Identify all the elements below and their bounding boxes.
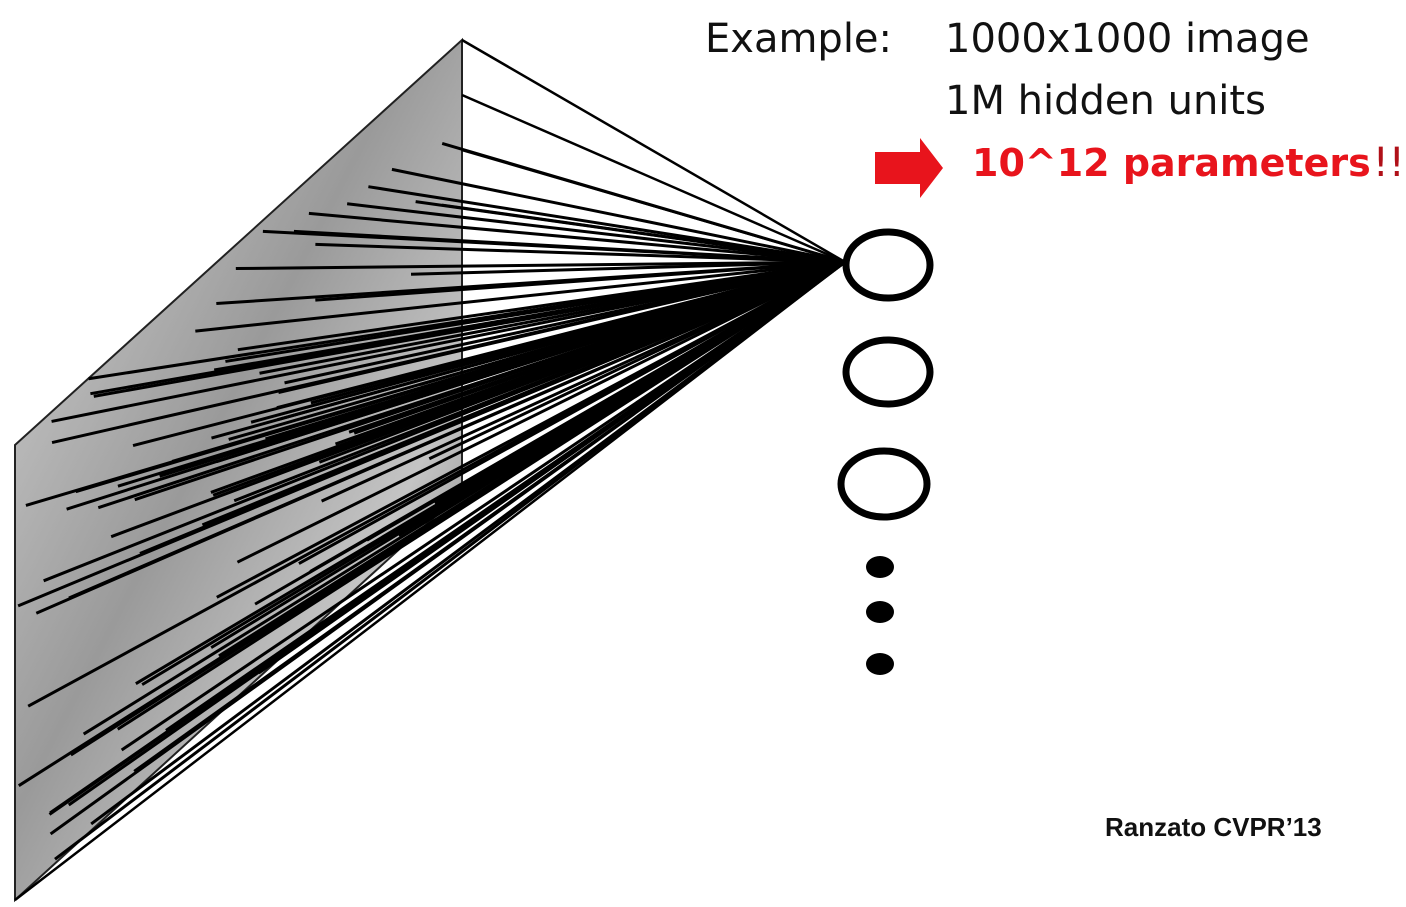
arrow	[875, 138, 943, 198]
result-suffix: !!!	[1373, 140, 1406, 186]
ellipsis-dot	[866, 653, 894, 675]
page: Example: 1000x1000 image 1M hidden units…	[0, 0, 1406, 907]
credit: Ranzato CVPR’13	[1105, 812, 1322, 842]
ellipsis-dot	[866, 601, 894, 623]
hidden-unit	[841, 451, 927, 517]
ellipsis-dot	[866, 556, 894, 578]
diagram: Example: 1000x1000 image 1M hidden units…	[0, 0, 1406, 907]
result: 10^12 parameters	[972, 141, 1371, 185]
example-line: 1000x1000 image	[945, 16, 1310, 62]
hidden-unit	[846, 232, 930, 298]
connection-line	[462, 95, 845, 262]
example-label: Example:	[705, 16, 892, 62]
hidden-unit	[846, 340, 930, 404]
connection-line	[462, 40, 845, 262]
example-line: 1M hidden units	[945, 78, 1266, 124]
